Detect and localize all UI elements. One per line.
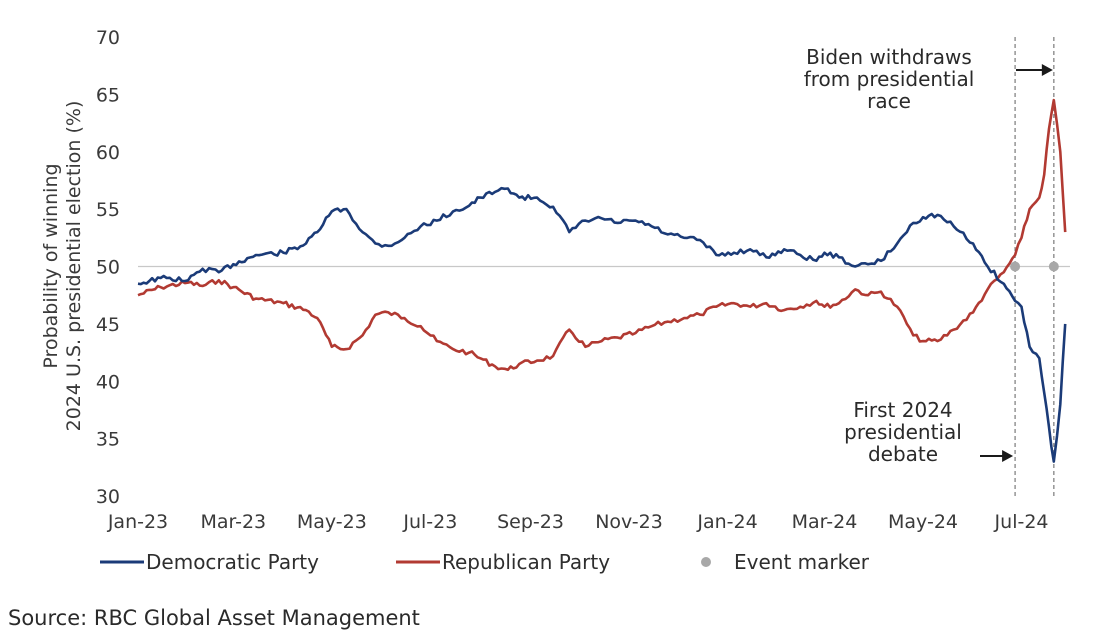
withdrawal-arrow-head <box>1041 64 1053 76</box>
y-tick-label: 40 <box>96 371 120 393</box>
x-axis-ticks: Jan-23 Mar-23 May-23 Jul-23 Sep-23 Nov-23 Jan-… <box>107 511 1049 533</box>
debate-annotation-line: debate <box>868 442 938 466</box>
republican-party-line <box>137 98 1067 372</box>
x-tick-label: Mar-23 <box>200 511 266 533</box>
y-tick-label: 30 <box>96 486 120 508</box>
legend-label: Event marker <box>734 550 870 574</box>
y-tick-label: 50 <box>96 257 120 279</box>
source-note: Source: RBC Global Asset Management <box>8 606 420 630</box>
x-tick-label: Jul-23 <box>402 511 457 533</box>
x-tick-label: Sep-23 <box>497 511 564 533</box>
legend-label: Democratic Party <box>146 550 319 574</box>
y-tick-label: 70 <box>96 27 120 49</box>
y-tick-label: 55 <box>96 199 120 221</box>
legend-swatch-dot <box>701 557 711 567</box>
x-tick-label: Mar-24 <box>792 511 858 533</box>
y-tick-label: 60 <box>96 142 120 164</box>
event-marker-point <box>1010 261 1021 272</box>
x-tick-label: Jan-23 <box>107 511 168 533</box>
withdrawal-annotation-line: Biden withdraws <box>806 45 972 69</box>
legend-item: Republican Party <box>396 550 610 574</box>
x-tick-label: Nov-23 <box>595 511 663 533</box>
withdrawal-annotation-line: from presidential <box>804 67 975 91</box>
democratic-party-line <box>137 186 1067 463</box>
legend: Democratic Party Republican Party Event ma… <box>100 550 870 574</box>
y-axis-title-line-2: 2024 U.S. presidential election (%) <box>63 101 85 432</box>
legend-label: Republican Party <box>442 550 610 574</box>
y-axis-ticks: 30 35 40 45 50 55 60 65 70 <box>96 27 120 508</box>
event-markers <box>1010 261 1059 272</box>
legend-item: Event marker <box>701 550 870 574</box>
x-tick-label: Jul-24 <box>994 511 1049 533</box>
withdrawal-annotation-line: race <box>867 89 911 113</box>
x-tick-label: May-23 <box>297 511 367 533</box>
y-tick-label: 45 <box>96 314 120 336</box>
probability-line-chart: Probability of winning 2024 U.S. preside… <box>40 27 1070 574</box>
debate-annotation-line: presidential <box>844 420 962 444</box>
x-tick-label: Jan-24 <box>696 511 757 533</box>
debate-annotation-line: First 2024 <box>853 398 952 422</box>
debate-arrow-head <box>1002 450 1014 462</box>
event-marker-point <box>1048 261 1059 272</box>
legend-item: Democratic Party <box>100 550 319 574</box>
y-axis-title-line-1: Probability of winning <box>40 163 62 368</box>
series-lines <box>137 98 1067 463</box>
y-tick-label: 65 <box>96 84 120 106</box>
x-tick-label: May-24 <box>888 511 958 533</box>
y-tick-label: 35 <box>96 429 120 451</box>
y-axis-title: Probability of winning 2024 U.S. preside… <box>40 101 85 432</box>
